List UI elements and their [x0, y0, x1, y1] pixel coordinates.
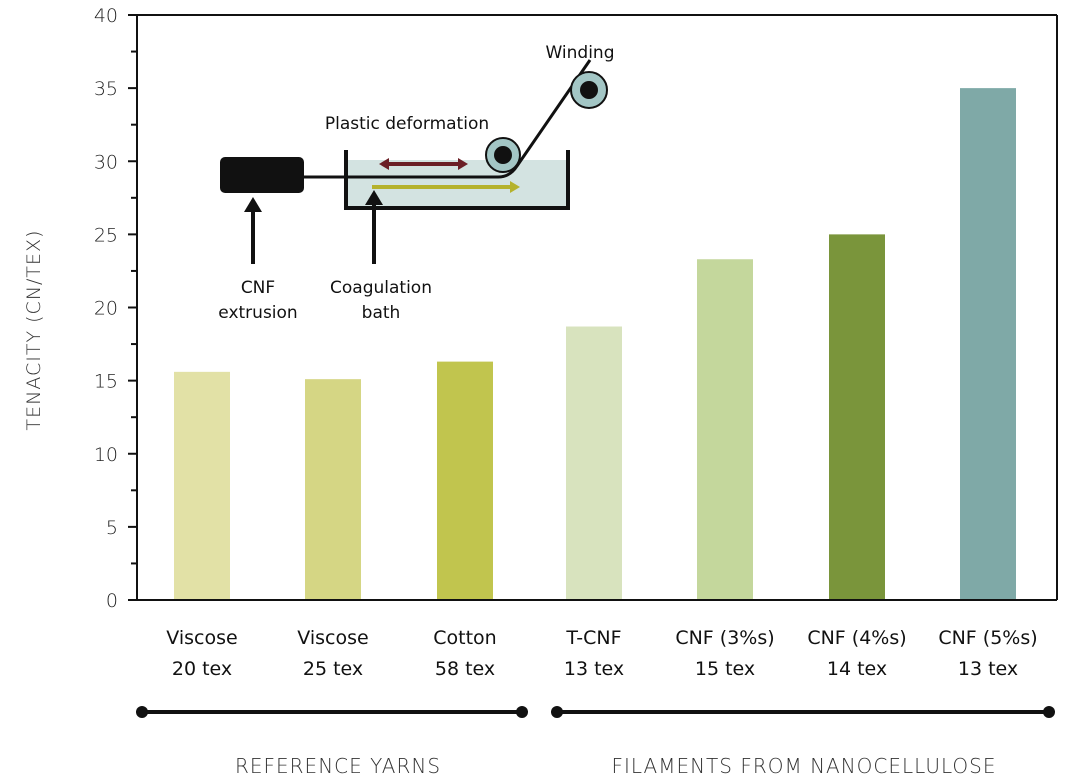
x-tick-label: Cotton — [433, 627, 496, 649]
y-tick-label: 30 — [94, 151, 118, 173]
bar — [697, 259, 753, 600]
bar — [174, 371, 230, 600]
group-label: FILAMENTS FROM NANOCELLULOSE — [612, 754, 997, 778]
coagulation-bath-arrow-head — [365, 190, 383, 205]
bar — [566, 326, 622, 600]
x-tick-label-secondary: 20 tex — [172, 658, 232, 680]
group-label: REFERENCE YARNS — [235, 754, 441, 778]
extruder-block — [220, 157, 304, 193]
group-bracket-endpoint — [136, 706, 148, 718]
cnf-extrusion-label-line1: CNF — [241, 278, 275, 298]
coagulation-bath-label-line2: bath — [362, 303, 401, 323]
bar — [437, 361, 493, 600]
group-filaments-from-nanocellulose: FILAMENTS FROM NANOCELLULOSE — [551, 706, 1055, 778]
y-tick-label: 25 — [94, 224, 118, 246]
cnf-extrusion-label-line2: extrusion — [218, 303, 297, 323]
y-tick-label: 20 — [94, 298, 118, 320]
x-tick-label: Viscose — [297, 627, 368, 649]
deformation-arrow-forward-head — [510, 181, 520, 193]
y-tick-label: 35 — [94, 78, 118, 100]
y-ticks-layer: 0 5 10 15 20 25 30 35 40 — [94, 5, 137, 612]
group-bracket-endpoint — [516, 706, 528, 718]
bar — [829, 234, 885, 600]
x-tick-label-secondary: 58 tex — [435, 658, 495, 680]
group-bracket-endpoint — [551, 706, 563, 718]
cnf-extrusion-arrow-head — [244, 197, 262, 212]
x-tick-label: T-CNF — [565, 627, 621, 649]
x-tick-label-secondary: 13 tex — [564, 658, 624, 680]
y-tick-label: 40 — [94, 5, 118, 27]
plastic-deformation-label: Plastic deformation — [325, 114, 489, 134]
x-tick-label-secondary: 14 tex — [827, 658, 887, 680]
y-tick-label: 15 — [94, 371, 118, 393]
x-tick-label: Viscose — [166, 627, 237, 649]
x-tick-label-secondary: 13 tex — [958, 658, 1018, 680]
deformation-arrow-back-right-head — [458, 158, 468, 170]
y-tick-label: 0 — [106, 590, 118, 612]
group-reference-yarns: REFERENCE YARNS — [136, 706, 528, 778]
winding-label: Winding — [545, 43, 614, 63]
bar — [960, 88, 1016, 600]
y-tick-label: 5 — [106, 517, 118, 539]
roller-inner — [494, 146, 512, 164]
category-labels-layer: Viscose 20 tex Viscose 25 tex Cotton 58 tex T-… — [166, 627, 1037, 680]
winding-spool-inner — [580, 81, 598, 99]
y-tick-label: 10 — [94, 444, 118, 466]
bath-liquid — [348, 160, 566, 206]
y-axis-title: TENACITY (CN/TEX) — [23, 230, 45, 431]
process-diagram: Winding Plastic deformation CNF extrusio… — [218, 43, 614, 323]
bars-layer — [174, 88, 1016, 600]
group-bracket-endpoint — [1043, 706, 1055, 718]
x-tick-label-secondary: 15 tex — [695, 658, 755, 680]
x-tick-label: CNF (3%s) — [675, 627, 774, 649]
deformation-arrow-back-left-head — [379, 158, 389, 170]
x-tick-label: CNF (5%s) — [938, 627, 1037, 649]
bar — [305, 379, 361, 600]
coagulation-bath-label-line1: Coagulation — [330, 278, 432, 298]
x-tick-label-secondary: 25 tex — [303, 658, 363, 680]
bath-container — [344, 150, 570, 210]
x-tick-label: CNF (4%s) — [807, 627, 906, 649]
